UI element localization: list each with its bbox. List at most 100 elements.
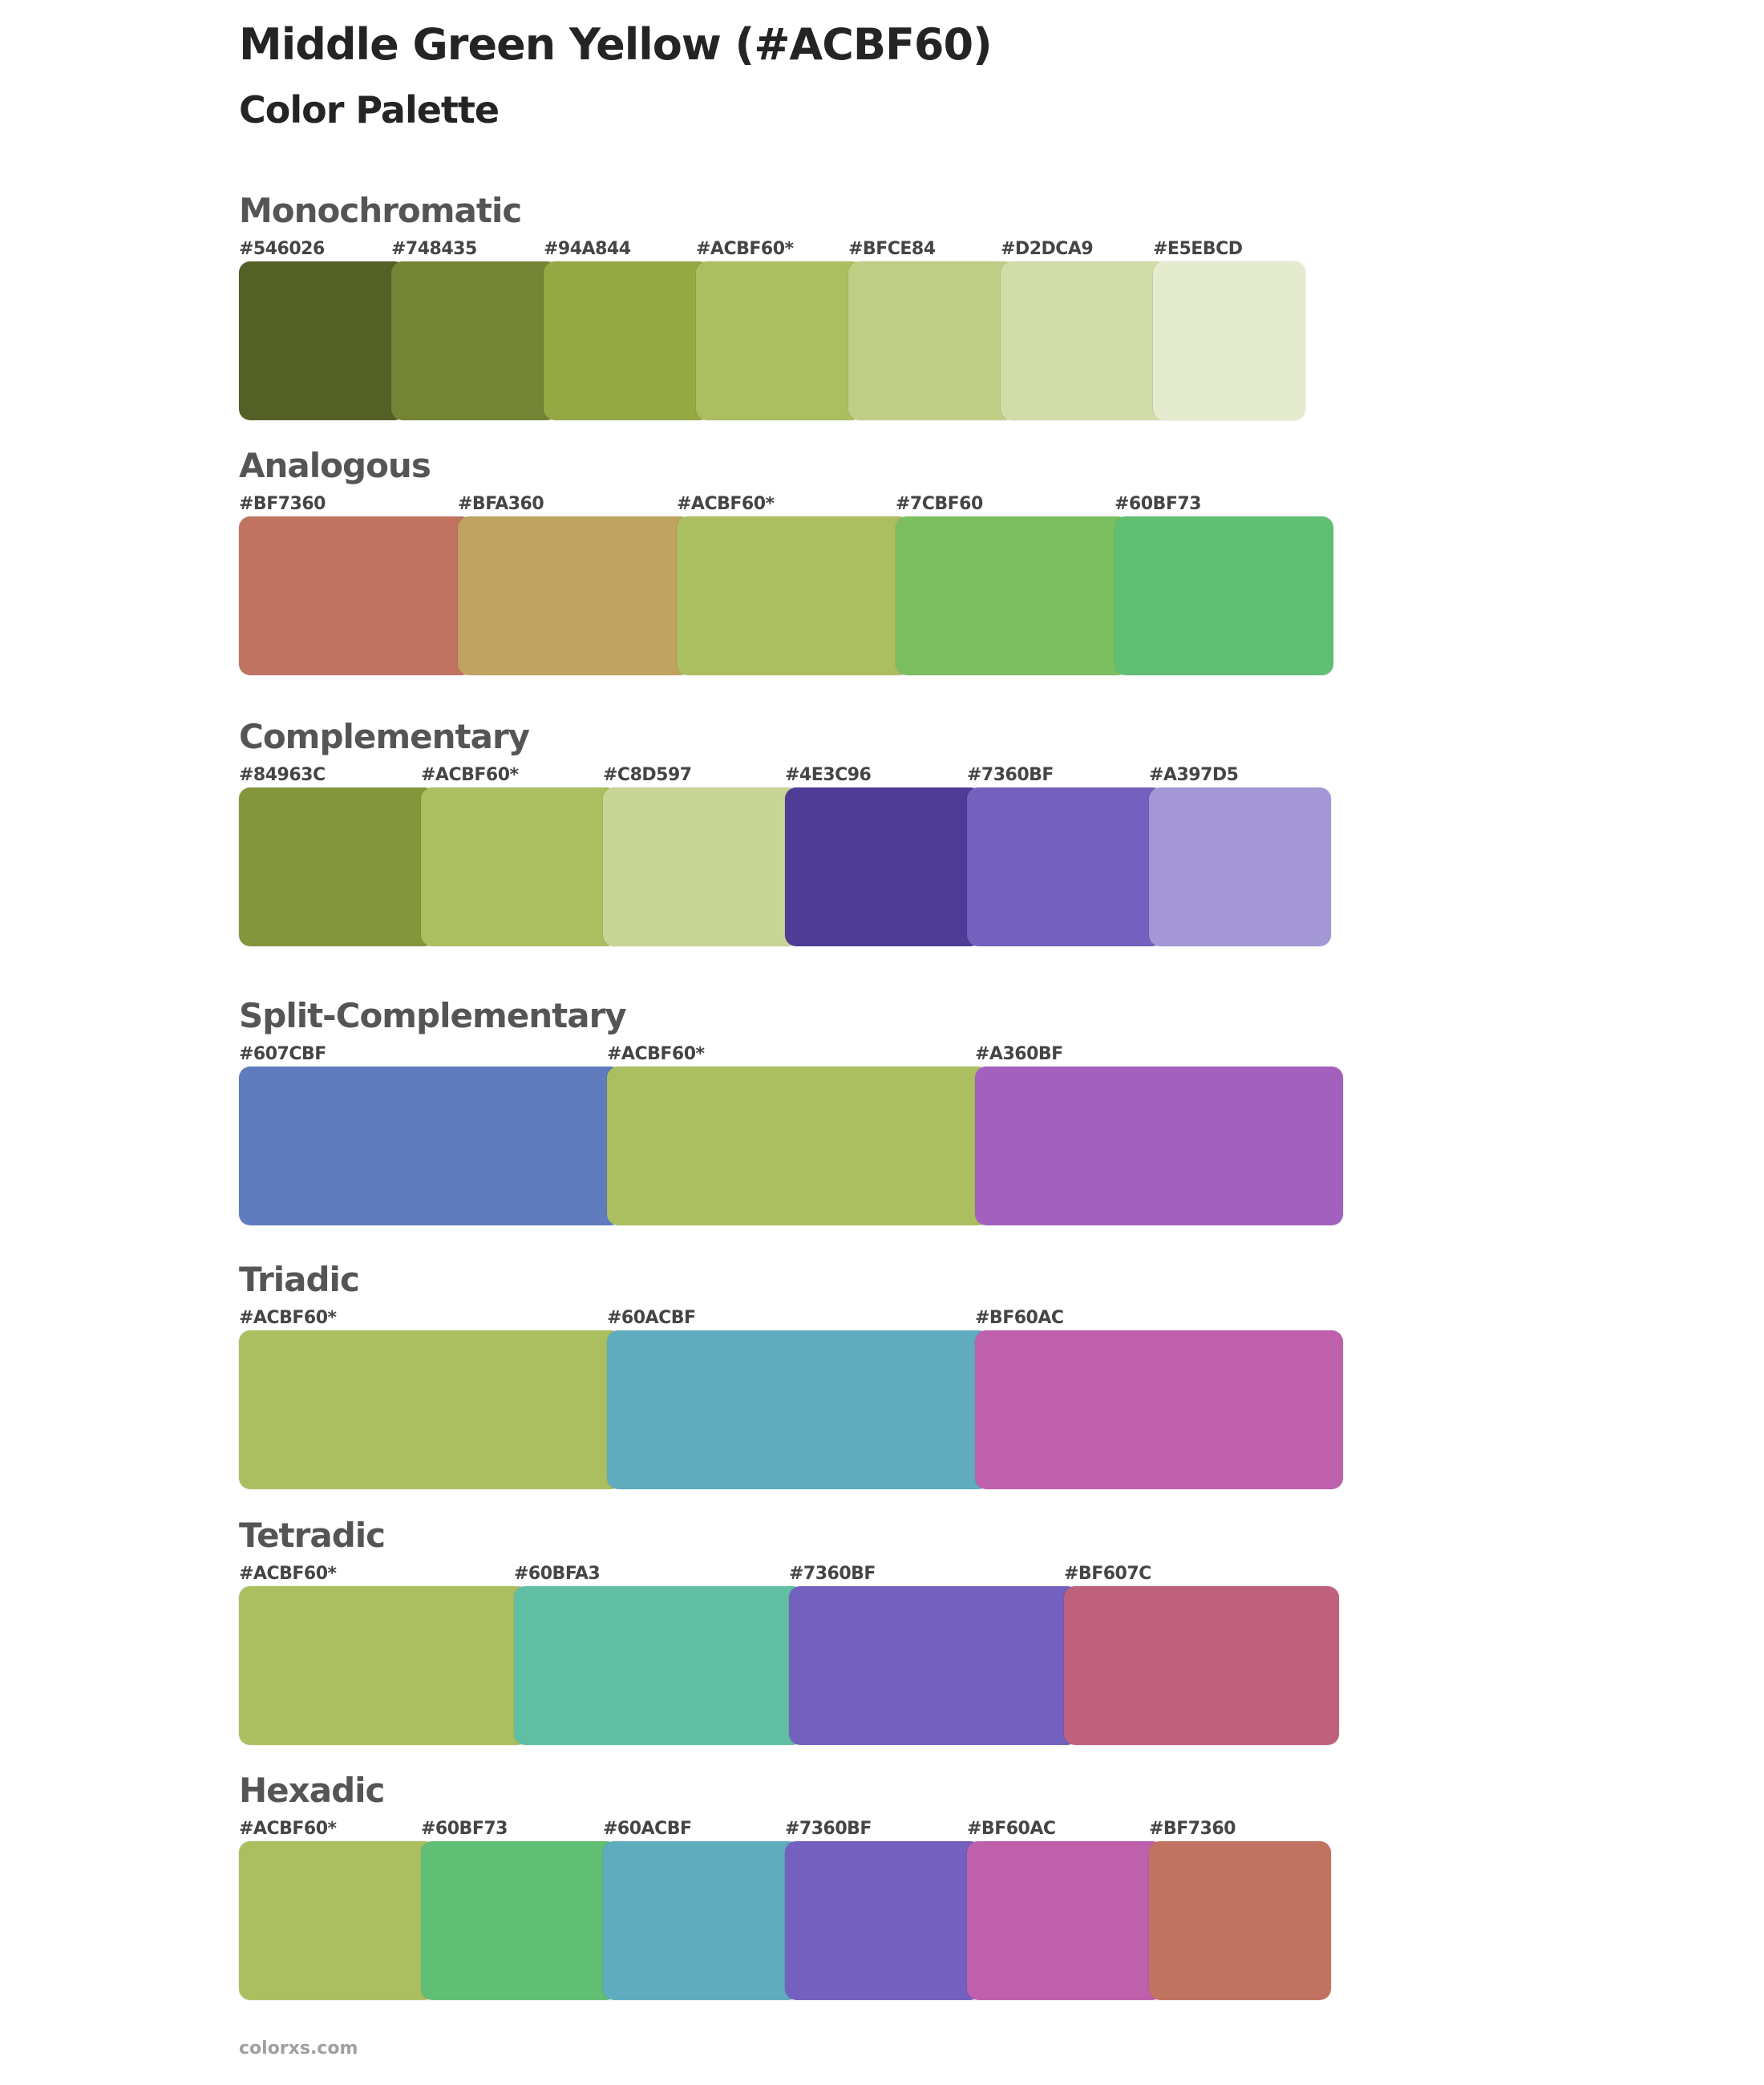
swatch-hex-label[interactable]: #7360BF bbox=[967, 765, 1054, 785]
swatch-hex-label[interactable]: #7360BF bbox=[789, 1564, 876, 1584]
color-swatch[interactable] bbox=[239, 261, 406, 420]
color-swatch[interactable] bbox=[848, 261, 1015, 420]
color-swatch[interactable] bbox=[1153, 261, 1305, 420]
section-heading: Monochromatic bbox=[239, 191, 522, 230]
section-heading: Analogous bbox=[239, 446, 431, 485]
color-swatch[interactable] bbox=[967, 1841, 1163, 2000]
color-swatch[interactable] bbox=[1149, 787, 1331, 946]
color-swatch[interactable] bbox=[696, 261, 863, 420]
color-swatch[interactable] bbox=[239, 787, 435, 946]
swatch-hex-label[interactable]: #546026 bbox=[239, 239, 325, 259]
color-swatch[interactable] bbox=[967, 787, 1163, 946]
color-swatch[interactable] bbox=[896, 516, 1129, 675]
swatch-item: #BFCE84 bbox=[848, 239, 1015, 447]
swatch-hex-label[interactable]: #D2DCA9 bbox=[1001, 239, 1094, 259]
swatch-row: #546026 #748435 #94A844 #ACBF60* #BFCE84 #D2D… bbox=[239, 239, 1305, 447]
swatch-item: #BF60AC bbox=[967, 1819, 1163, 2027]
swatch-item: #ACBF60* bbox=[607, 1044, 989, 1253]
swatch-hex-label[interactable]: #4E3C96 bbox=[785, 765, 872, 785]
swatch-item: #7CBF60 bbox=[896, 494, 1129, 702]
color-swatch[interactable] bbox=[544, 261, 710, 420]
swatch-item: #607CBF bbox=[239, 1044, 621, 1253]
swatch-hex-label[interactable]: #60BF73 bbox=[1115, 494, 1201, 514]
swatch-item: #546026 bbox=[239, 239, 406, 447]
color-swatch[interactable] bbox=[1115, 516, 1333, 675]
swatch-hex-label[interactable]: #BFA360 bbox=[458, 494, 544, 514]
swatch-hex-label[interactable]: #BF7360 bbox=[1149, 1819, 1236, 1839]
swatch-hex-label[interactable]: #ACBF60* bbox=[239, 1564, 337, 1584]
section-heading: Tetradic bbox=[239, 1516, 386, 1555]
swatch-hex-label[interactable]: #ACBF60* bbox=[239, 1308, 337, 1328]
swatch-hex-label[interactable]: #7CBF60 bbox=[896, 494, 983, 514]
swatch-hex-label[interactable]: #84963C bbox=[239, 765, 326, 785]
swatch-item: #ACBF60* bbox=[239, 1819, 435, 2027]
color-swatch[interactable] bbox=[391, 261, 558, 420]
color-swatch[interactable] bbox=[975, 1330, 1343, 1489]
swatch-hex-label[interactable]: #748435 bbox=[391, 239, 477, 259]
swatch-hex-label[interactable]: #60BFA3 bbox=[514, 1564, 601, 1584]
swatch-hex-label[interactable]: #ACBF60* bbox=[239, 1819, 337, 1839]
color-swatch[interactable] bbox=[458, 516, 691, 675]
color-swatch[interactable] bbox=[607, 1330, 989, 1489]
color-swatch[interactable] bbox=[603, 787, 799, 946]
color-swatch[interactable] bbox=[239, 1841, 435, 2000]
swatch-hex-label[interactable]: #94A844 bbox=[544, 239, 631, 259]
swatch-hex-label[interactable]: #60BF73 bbox=[421, 1819, 508, 1839]
swatch-hex-label[interactable]: #BFCE84 bbox=[848, 239, 936, 259]
swatch-row: #BF7360 #BFA360 #ACBF60* #7CBF60 #60BF73 bbox=[239, 494, 1333, 702]
swatch-item: #94A844 bbox=[544, 239, 710, 447]
swatch-item: #7360BF bbox=[785, 1819, 981, 2027]
swatch-item: #ACBF60* bbox=[677, 494, 910, 702]
color-swatch[interactable] bbox=[1149, 1841, 1331, 2000]
swatch-hex-label[interactable]: #E5EBCD bbox=[1153, 239, 1243, 259]
swatch-hex-label[interactable]: #60ACBF bbox=[603, 1819, 692, 1839]
color-swatch[interactable] bbox=[421, 1841, 617, 2000]
swatch-hex-label[interactable]: #ACBF60* bbox=[421, 765, 519, 785]
swatch-item: #E5EBCD bbox=[1153, 239, 1320, 447]
swatch-row: #ACBF60* #60BF73 #60ACBF #7360BF #BF60AC #BF7… bbox=[239, 1819, 1331, 2027]
color-swatch[interactable] bbox=[789, 1586, 1078, 1745]
swatch-hex-label[interactable]: #A360BF bbox=[975, 1044, 1063, 1064]
color-swatch[interactable] bbox=[785, 1841, 981, 2000]
swatch-hex-label[interactable]: #60ACBF bbox=[607, 1308, 696, 1328]
color-swatch[interactable] bbox=[514, 1586, 803, 1745]
site-credit[interactable]: colorxs.com bbox=[239, 2038, 358, 2059]
page-title: Middle Green Yellow (#ACBF60) bbox=[239, 19, 993, 70]
color-swatch[interactable] bbox=[607, 1067, 989, 1225]
swatch-item: #ACBF60* bbox=[239, 1564, 528, 1772]
swatch-hex-label[interactable]: #607CBF bbox=[239, 1044, 326, 1064]
swatch-row: #607CBF #ACBF60* #A360BF bbox=[239, 1044, 1343, 1253]
swatch-item: #C8D597 bbox=[603, 765, 799, 974]
swatch-item: #BFA360 bbox=[458, 494, 691, 702]
color-swatch[interactable] bbox=[239, 1330, 621, 1489]
swatch-hex-label[interactable]: #BF60AC bbox=[975, 1308, 1064, 1328]
color-swatch[interactable] bbox=[785, 787, 981, 946]
swatch-row: #84963C #ACBF60* #C8D597 #4E3C96 #7360BF #A39… bbox=[239, 765, 1331, 974]
swatch-hex-label[interactable]: #C8D597 bbox=[603, 765, 692, 785]
color-swatch[interactable] bbox=[239, 1067, 621, 1225]
color-swatch[interactable] bbox=[975, 1067, 1343, 1225]
swatch-hex-label[interactable]: #BF60AC bbox=[967, 1819, 1056, 1839]
swatch-item: #ACBF60* bbox=[239, 1308, 621, 1516]
color-swatch[interactable] bbox=[677, 516, 910, 675]
section-heading: Split-Complementary bbox=[239, 996, 627, 1035]
swatch-hex-label[interactable]: #BF607C bbox=[1064, 1564, 1151, 1584]
swatch-row: #ACBF60* #60ACBF #BF60AC bbox=[239, 1308, 1343, 1516]
swatch-hex-label[interactable]: #7360BF bbox=[785, 1819, 872, 1839]
page-subtitle: Color Palette bbox=[239, 88, 500, 132]
color-swatch[interactable] bbox=[1001, 261, 1167, 420]
swatch-hex-label[interactable]: #ACBF60* bbox=[677, 494, 775, 514]
swatch-hex-label[interactable]: #ACBF60* bbox=[607, 1044, 705, 1064]
color-swatch[interactable] bbox=[1064, 1586, 1339, 1745]
color-swatch[interactable] bbox=[239, 1586, 528, 1745]
swatch-item: #BF7360 bbox=[239, 494, 472, 702]
swatch-item: #60BF73 bbox=[1115, 494, 1348, 702]
swatch-hex-label[interactable]: #A397D5 bbox=[1149, 765, 1239, 785]
swatch-item: #7360BF bbox=[967, 765, 1163, 974]
color-swatch[interactable] bbox=[239, 516, 472, 675]
swatch-hex-label[interactable]: #ACBF60* bbox=[696, 239, 794, 259]
swatch-hex-label[interactable]: #BF7360 bbox=[239, 494, 326, 514]
color-swatch[interactable] bbox=[603, 1841, 799, 2000]
section-heading: Complementary bbox=[239, 717, 530, 756]
color-swatch[interactable] bbox=[421, 787, 617, 946]
